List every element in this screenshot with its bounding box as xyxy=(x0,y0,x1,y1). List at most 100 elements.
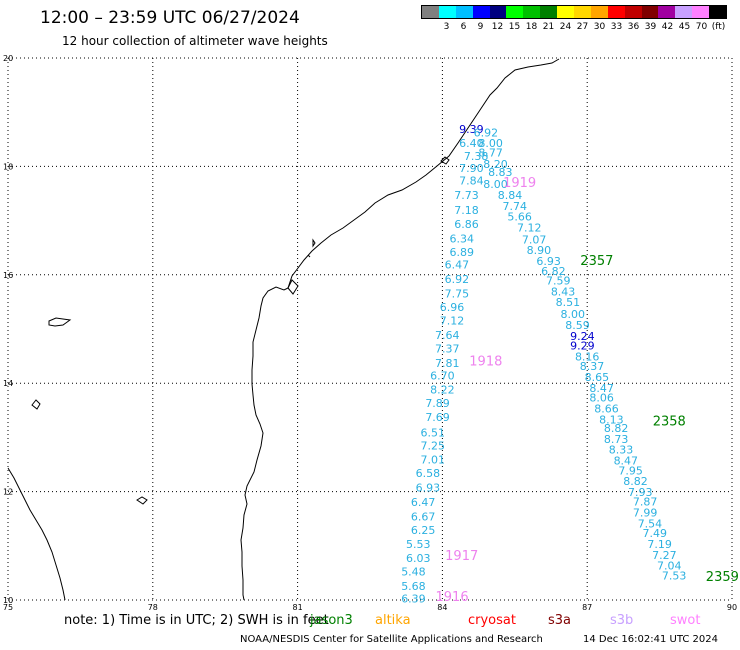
legend-label: 39 xyxy=(644,22,657,32)
wave-height-value: 8.00 xyxy=(483,178,508,191)
legend-swatch xyxy=(574,6,591,18)
wave-height-value: 9.24 xyxy=(570,330,595,343)
legend-swatch xyxy=(489,6,507,18)
lat-tick-label: 16 xyxy=(3,271,13,280)
footer-credit: NOAA/NESDIS Center for Satellite Applica… xyxy=(240,634,543,645)
wave-height-value: 6.96 xyxy=(440,301,465,314)
wave-height-value: 7.73 xyxy=(454,189,479,202)
wave-height-value: 6.51 xyxy=(420,426,445,439)
wave-height-value: 8.51 xyxy=(556,296,581,309)
satellite-legend-item: s3b xyxy=(610,613,634,628)
wave-height-value: 6.92 xyxy=(445,273,470,286)
wave-height-value: 7.07 xyxy=(522,233,547,246)
island-north xyxy=(48,317,72,327)
wave-height-value: 8.73 xyxy=(604,433,629,446)
wave-height-value: 6.40 xyxy=(459,137,484,150)
lat-tick-label: 20 xyxy=(3,54,13,63)
color-scale-legend xyxy=(421,5,727,19)
wave-height-value: 7.12 xyxy=(517,221,542,234)
legend-swatch xyxy=(540,6,558,18)
lat-tick-label: 12 xyxy=(3,488,13,497)
wave-height-value: 8.00 xyxy=(478,137,503,150)
wave-height-value: 7.18 xyxy=(454,204,479,217)
wave-height-value: 7.59 xyxy=(546,275,571,288)
wave-height-value: 7.69 xyxy=(425,411,450,424)
wave-height-value: 7.53 xyxy=(662,569,687,582)
wave-height-value: 8.16 xyxy=(575,350,600,363)
legend-swatch xyxy=(506,6,524,18)
lon-tick-label: 78 xyxy=(148,603,158,612)
island-mid xyxy=(31,399,41,410)
wave-height-value: 6.25 xyxy=(411,524,436,537)
satellite-legend-item: altika xyxy=(375,613,411,628)
wave-height-value: 6.39 xyxy=(401,593,426,606)
legend-swatch xyxy=(438,6,456,18)
lon-tick-label: 75 xyxy=(3,603,13,612)
satellite-track-values: 9.396.926.408.008.777.388.207.90 8.837.84… xyxy=(401,123,686,606)
wave-height-value: 7.04 xyxy=(657,560,682,573)
satellite-legend-item: jason3 xyxy=(310,613,353,628)
legend-swatch xyxy=(658,6,676,18)
time-label: 1917 xyxy=(445,549,478,564)
wave-height-value: 7.74 xyxy=(503,200,528,213)
sri-lanka-coast xyxy=(7,467,66,601)
island-small-1 xyxy=(312,238,316,248)
wave-height-value: 7.75 xyxy=(445,288,470,301)
wave-height-value: 7.81 xyxy=(435,357,460,370)
wave-height-value: 7.54 xyxy=(638,517,663,530)
axis-tick-labels: 75 78 81 84 87 90 20 18 16 14 12 10 xyxy=(3,54,737,612)
time-label: 1916 xyxy=(436,590,469,605)
wave-height-value: 6.89 xyxy=(449,246,474,259)
wave-height-value: 6.58 xyxy=(416,467,441,480)
wave-height-value: 8.20 xyxy=(483,158,508,171)
wave-height-value: 7.84 xyxy=(459,174,484,187)
wave-height-value: 7.95 xyxy=(618,464,643,477)
wave-height-value: 8.06 xyxy=(589,392,614,405)
wave-height-value: 8.65 xyxy=(585,371,610,384)
wave-height-value: 6.86 xyxy=(454,218,479,231)
wave-height-value: 6.47 xyxy=(445,258,470,271)
legend-label: 21 xyxy=(542,22,555,32)
legend-label: 70 xyxy=(695,22,708,32)
wave-height-value: 9.39 xyxy=(459,123,484,136)
coastline xyxy=(7,58,560,601)
lat-tick-label: 18 xyxy=(3,162,13,171)
wave-height-value: 7.49 xyxy=(643,527,668,540)
wave-height-value: 7.19 xyxy=(647,538,672,551)
legend-label: 24 xyxy=(559,22,572,32)
wave-height-value: 7.27 xyxy=(652,549,677,562)
legend-label: 36 xyxy=(627,22,640,32)
time-label: 2359 xyxy=(706,570,739,585)
time-label: 1919 xyxy=(503,176,536,191)
satellite-legend-item: cryosat xyxy=(468,613,516,628)
legend-swatch xyxy=(641,6,659,18)
satellite-legend-item: s3a xyxy=(548,613,572,628)
wave-height-value: 7.64 xyxy=(435,329,460,342)
wave-height-value: 8.59 xyxy=(565,319,590,332)
legend-swatch xyxy=(675,6,693,18)
wave-height-value: 8.47 xyxy=(614,455,639,468)
legend-label: 9 xyxy=(477,22,484,32)
legend-swatch xyxy=(607,6,625,18)
legend-label: (ft) xyxy=(711,22,726,32)
legend-label: 45 xyxy=(678,22,691,32)
legend-swatch xyxy=(692,6,710,18)
wave-height-value: 8.66 xyxy=(594,402,619,415)
legend-swatch xyxy=(624,6,642,18)
satellite-time-labels: 1919 2357 1918 2358 1917 2359 1916 xyxy=(436,176,739,605)
wave-height-value: 6.92 xyxy=(474,127,499,140)
color-scale-labels: 3 6 9 12 15 18 21 24 27 30 33 36 39 42 45 70 (ft) xyxy=(421,22,727,34)
wave-height-value: 8.84 xyxy=(498,189,523,202)
wave-height-value: 5.53 xyxy=(406,538,431,551)
lat-tick-label: 14 xyxy=(3,379,13,388)
river-mouth xyxy=(287,279,299,295)
wave-height-value: 6.67 xyxy=(411,510,436,523)
legend-label: 18 xyxy=(525,22,538,32)
wave-height-value: 5.66 xyxy=(507,211,532,224)
wave-height-value: 5.68 xyxy=(401,580,426,593)
wave-height-value: 5.48 xyxy=(401,566,426,579)
chart-subtitle: 12 hour collection of altimeter wave hei… xyxy=(62,34,328,48)
wave-height-value: 7.25 xyxy=(420,439,445,452)
island-small-2 xyxy=(307,254,311,258)
satellite-legend-item: swot xyxy=(670,613,701,628)
